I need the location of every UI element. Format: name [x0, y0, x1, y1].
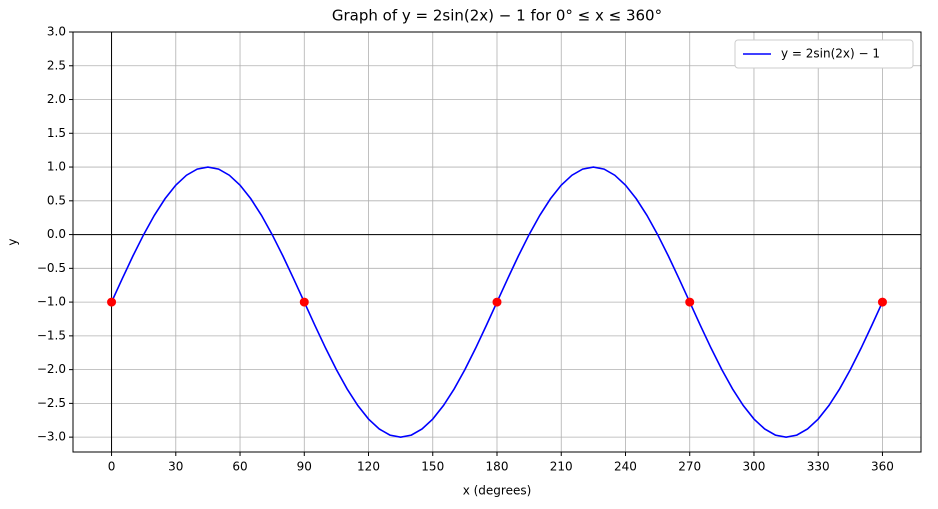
point: [877, 297, 887, 307]
x-tick-label: 210: [550, 460, 573, 474]
y-tick-label: 0.0: [47, 227, 66, 241]
x-tick-label: 60: [232, 460, 247, 474]
y-tick-label: −0.5: [37, 261, 66, 275]
y-tick-label: −1.5: [37, 328, 66, 342]
y-tick-label: 2.5: [47, 58, 66, 72]
x-tick-label: 90: [297, 460, 312, 474]
plot-frame: [72, 31, 922, 453]
x-tick-label: 300: [743, 460, 766, 474]
x-tick-label: 270: [678, 460, 701, 474]
x-tick-label: 180: [486, 460, 509, 474]
x-tick-label: 0: [108, 460, 116, 474]
y-tick-label: −3.0: [37, 430, 66, 444]
x-tick-label: 150: [421, 460, 444, 474]
y-tick-label: 1.5: [47, 126, 66, 140]
y-tick-label: −1.0: [37, 295, 66, 309]
legend-label: y = 2sin(2x) − 1: [781, 47, 880, 61]
y-tick-label: 3.0: [47, 25, 66, 39]
x-tick-label: 240: [614, 460, 637, 474]
x-tick-label: 120: [357, 460, 380, 474]
y-tick-label: −2.0: [37, 362, 66, 376]
x-tick-label: 330: [807, 460, 830, 474]
x-tick-label: 360: [871, 460, 894, 474]
point: [299, 297, 309, 307]
x-tick-label: 30: [168, 460, 183, 474]
x-axis-label: x (degrees): [463, 484, 532, 498]
legend-box: [734, 39, 914, 69]
point: [107, 297, 117, 307]
point: [492, 297, 502, 307]
y-tick-label: 2.0: [47, 92, 66, 106]
y-axis-label: y: [6, 238, 20, 245]
chart-title: Graph of y = 2sin(2x) − 1 for 0° ≤ x ≤ 3…: [332, 7, 662, 25]
y-tick-label: −2.5: [37, 396, 66, 410]
point: [685, 297, 695, 307]
y-tick-label: 1.0: [47, 160, 66, 174]
y-tick-label: 0.5: [47, 193, 66, 207]
